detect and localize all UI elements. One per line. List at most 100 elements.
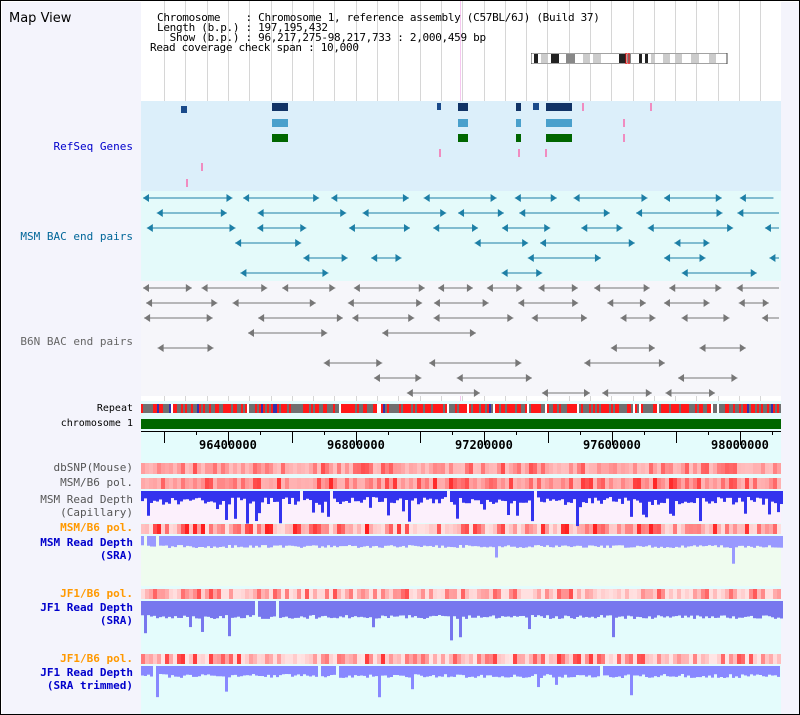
bac-end-marker[interactable] — [282, 284, 289, 292]
bac-end-marker[interactable] — [156, 209, 163, 217]
gene-feature[interactable] — [181, 106, 187, 113]
bac-end-marker[interactable] — [769, 254, 776, 262]
bac-end-marker[interactable] — [207, 344, 214, 352]
bac-end-marker[interactable] — [257, 224, 264, 232]
bac-end-marker[interactable] — [429, 359, 436, 367]
msm-b6-pol-label[interactable]: MSM/B6 pol. — [60, 476, 133, 489]
bac-end-marker[interactable] — [522, 239, 529, 247]
bac-end-marker[interactable] — [538, 284, 545, 292]
msm-b6-pol-label-2[interactable]: MSM/B6 pol. — [60, 521, 133, 534]
bac-end-marker[interactable] — [415, 374, 422, 382]
bac-end-marker[interactable] — [295, 239, 302, 247]
bac-end-marker[interactable] — [764, 224, 771, 232]
bac-end-marker[interactable] — [519, 209, 526, 217]
bac-end-marker[interactable] — [647, 224, 654, 232]
bac-end-marker[interactable] — [664, 194, 671, 202]
bac-end-marker[interactable] — [658, 359, 665, 367]
bac-end-marker[interactable] — [703, 239, 710, 247]
bac-end-marker[interactable] — [636, 209, 643, 217]
bac-end-marker[interactable] — [602, 389, 609, 397]
gene-feature[interactable] — [458, 119, 468, 127]
chromosome-ideogram[interactable] — [531, 53, 729, 64]
bac-end-marker[interactable] — [581, 224, 588, 232]
bac-end-marker[interactable] — [716, 209, 723, 217]
bac-end-marker[interactable] — [645, 389, 652, 397]
bac-end-marker[interactable] — [572, 299, 579, 307]
bac-end-marker[interactable] — [433, 299, 440, 307]
bac-end-marker[interactable] — [643, 284, 650, 292]
gene-feature[interactable] — [458, 134, 468, 142]
gene-feature[interactable] — [546, 134, 572, 142]
gene-feature[interactable] — [516, 119, 521, 127]
bac-end-marker[interactable] — [323, 359, 330, 367]
bac-end-marker[interactable] — [482, 299, 489, 307]
bac-end-marker[interactable] — [739, 344, 746, 352]
bac-end-marker[interactable] — [303, 254, 310, 262]
bac-end-marker[interactable] — [211, 299, 218, 307]
bac-end-marker[interactable] — [501, 224, 508, 232]
bac-end-marker[interactable] — [440, 209, 447, 217]
bac-end-marker[interactable] — [321, 329, 328, 337]
bac-end-marker[interactable] — [258, 314, 265, 322]
bac-end-marker[interactable] — [240, 269, 247, 277]
bac-end-marker[interactable] — [727, 224, 734, 232]
bac-end-marker[interactable] — [628, 239, 635, 247]
bac-end-marker[interactable] — [402, 194, 409, 202]
msm-bac-label[interactable]: MSM BAC end pairs — [20, 230, 133, 243]
bac-end-marker[interactable] — [261, 284, 268, 292]
bac-end-marker[interactable] — [731, 374, 738, 382]
bac-end-marker[interactable] — [737, 209, 744, 217]
bac-end-marker[interactable] — [527, 254, 534, 262]
gene-feature[interactable] — [458, 103, 468, 111]
gene-feature[interactable] — [516, 103, 521, 111]
bac-end-marker[interactable] — [248, 329, 255, 337]
bac-end-marker[interactable] — [469, 329, 476, 337]
bac-end-marker[interactable] — [406, 389, 413, 397]
bac-end-marker[interactable] — [516, 284, 523, 292]
bac-end-marker[interactable] — [313, 194, 320, 202]
bac-end-marker[interactable] — [473, 389, 480, 397]
bac-end-marker[interactable] — [423, 194, 430, 202]
bac-end-marker[interactable] — [550, 194, 557, 202]
bac-end-marker[interactable] — [382, 329, 389, 337]
bac-end-marker[interactable] — [709, 389, 716, 397]
gene-feature[interactable] — [272, 103, 288, 111]
msm-depth-capillary-label[interactable]: MSM Read Depth — [40, 493, 133, 506]
bac-end-marker[interactable] — [146, 224, 153, 232]
bac-end-marker[interactable] — [336, 314, 343, 322]
bac-end-marker[interactable] — [648, 344, 655, 352]
bac-end-marker[interactable] — [525, 374, 532, 382]
bac-end-marker[interactable] — [649, 314, 656, 322]
bac-end-marker[interactable] — [531, 314, 538, 322]
bac-end-marker[interactable] — [738, 299, 745, 307]
bac-end-marker[interactable] — [362, 209, 369, 217]
bac-end-marker[interactable] — [681, 269, 688, 277]
gene-feature[interactable] — [546, 103, 572, 111]
bac-end-marker[interactable] — [715, 284, 722, 292]
bac-end-marker[interactable] — [507, 314, 514, 322]
bac-end-marker[interactable] — [761, 314, 768, 322]
gene-feature[interactable] — [272, 134, 288, 142]
bac-end-marker[interactable] — [603, 209, 610, 217]
bac-end-marker[interactable] — [456, 374, 463, 382]
bac-end-marker[interactable] — [433, 314, 440, 322]
bac-end-marker[interactable] — [340, 209, 347, 217]
bac-end-marker[interactable] — [750, 269, 757, 277]
bac-end-marker[interactable] — [353, 284, 360, 292]
bac-end-marker[interactable] — [373, 374, 380, 382]
bac-end-marker[interactable] — [571, 284, 578, 292]
bac-end-marker[interactable] — [235, 239, 242, 247]
bac-end-marker[interactable] — [157, 344, 164, 352]
bac-end-marker[interactable] — [341, 254, 348, 262]
bac-end-marker[interactable] — [674, 239, 681, 247]
bac-end-marker[interactable] — [573, 194, 580, 202]
bac-end-marker[interactable] — [232, 299, 239, 307]
bac-end-marker[interactable] — [329, 284, 336, 292]
bac-end-marker[interactable] — [514, 194, 521, 202]
bac-end-marker[interactable] — [620, 314, 627, 322]
bac-end-marker[interactable] — [486, 284, 493, 292]
bac-end-marker[interactable] — [501, 269, 508, 277]
gene-feature[interactable] — [437, 103, 441, 110]
bac-end-marker[interactable] — [739, 194, 746, 202]
bac-end-marker[interactable] — [639, 299, 646, 307]
